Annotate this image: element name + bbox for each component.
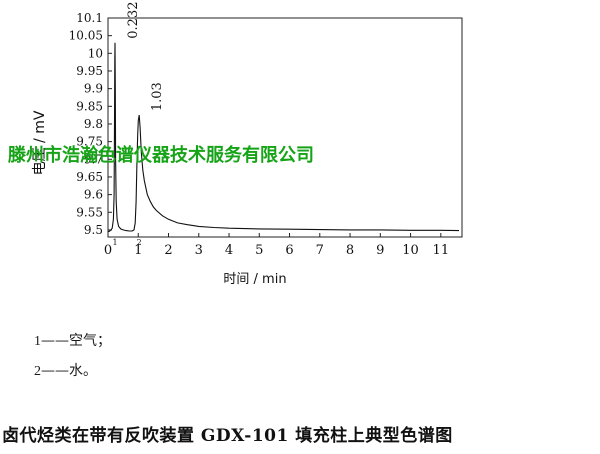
- x-tick-label: 7: [316, 243, 324, 258]
- y-tick-label: 9.6: [84, 188, 103, 202]
- x-tick-label: 10: [402, 243, 419, 258]
- y-tick-label: 10.1: [76, 11, 103, 25]
- figure-caption: 卤代烃类在带有反吹装置 GDX-101 填充柱上典型色谱图: [2, 426, 453, 446]
- y-tick-label: 9.95: [76, 64, 103, 78]
- peak-index-label: 2: [137, 238, 142, 247]
- x-axis-label: 时间 / min: [223, 272, 286, 287]
- legend-text: 水。: [69, 363, 97, 379]
- y-tick-label: 9.5: [84, 223, 103, 237]
- y-tick-label: 9.7: [84, 152, 103, 166]
- y-tick-label: 9.65: [76, 170, 103, 184]
- legend-dash: ——: [41, 363, 69, 379]
- legend-number: 2: [34, 364, 41, 379]
- x-tick-label: 0: [104, 243, 112, 258]
- y-tick-label: 9.75: [76, 135, 103, 149]
- chromatogram-trace: [107, 42, 460, 233]
- legend-dash: ——: [41, 333, 69, 349]
- y-tick-label: 9.55: [76, 205, 103, 219]
- x-tick-label: 9: [376, 243, 384, 258]
- legend-number: 1: [34, 334, 41, 349]
- x-axis: 0 1 2 3 4 5 6 7 8 9 10 11: [104, 233, 449, 258]
- y-tick-label: 9.85: [76, 99, 103, 113]
- y-tick-label: 10.05: [69, 29, 103, 43]
- y-tick-label: 9.9: [84, 82, 103, 96]
- y-axis-label: 电压 / mV: [32, 110, 48, 175]
- y-axis: 9.5 9.55 9.6 9.65 9.7 9.75 9.8 9.85 9.9 9.95 10 10.…: [69, 11, 112, 237]
- x-tick-label: 8: [346, 243, 354, 258]
- x-tick-label: 3: [195, 243, 203, 258]
- x-tick-label: 11: [433, 243, 450, 258]
- watermark-text: 滕州市浩瀚色谱仪器技术服务有限公司: [8, 145, 314, 166]
- x-tick-label: 6: [285, 243, 293, 258]
- x-tick-label: 5: [255, 243, 263, 258]
- y-tick-label: 9.8: [84, 117, 103, 131]
- legend-item-1: 1——空气；: [34, 330, 111, 350]
- peak-index-label: 1: [112, 238, 117, 247]
- chromatogram-chart: 9.59.559.69.659.79.759.89.859.99.951010.…: [32, 2, 463, 287]
- peak-labels: 0.232 1.03 1 2: [112, 2, 165, 247]
- peak-label: 0.232: [126, 2, 141, 39]
- y-tick-label: 10: [88, 46, 103, 60]
- x-tick-label: 2: [164, 243, 172, 258]
- peak-label: 1.03: [150, 82, 165, 111]
- legend-item-2: 2——水。: [34, 360, 97, 380]
- x-tick-label: 4: [225, 243, 233, 258]
- plot-frame: [107, 17, 463, 238]
- legend-text: 空气；: [69, 333, 111, 349]
- x-tick-label: 1: [134, 243, 142, 258]
